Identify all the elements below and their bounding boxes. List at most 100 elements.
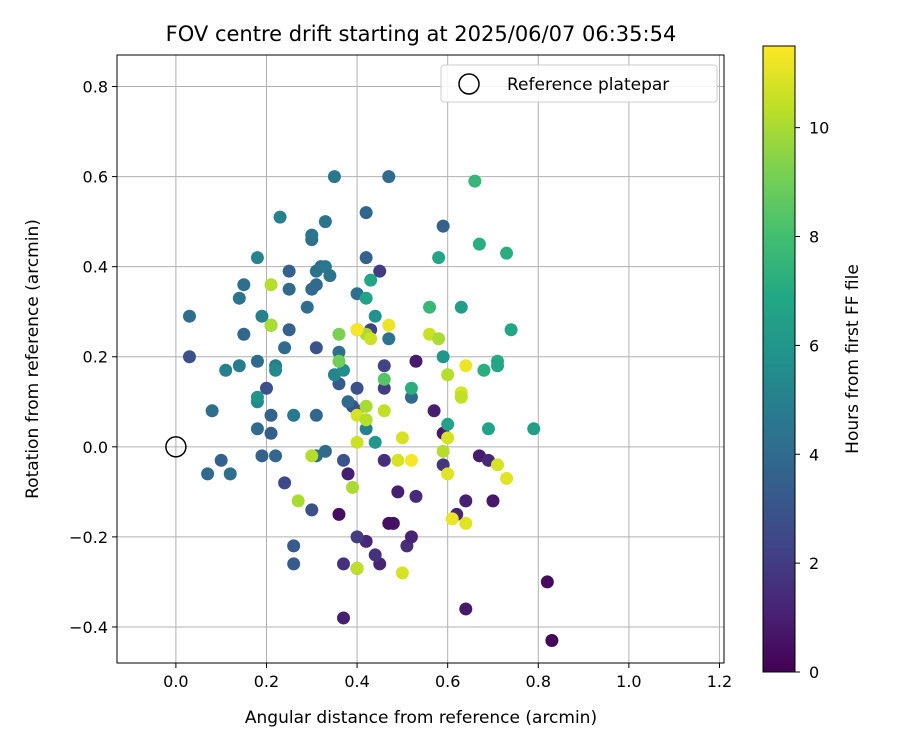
scatter-point [255, 449, 269, 463]
scatter-point [441, 417, 455, 431]
scatter-point [278, 341, 292, 355]
scatter-point [359, 422, 373, 436]
scatter-point [391, 485, 405, 499]
scatter-point [332, 354, 346, 368]
scatter-point [350, 435, 364, 449]
scatter-point [441, 368, 455, 382]
scatter-point [500, 246, 514, 260]
scatter-point [182, 309, 196, 323]
scatter-point [250, 390, 264, 404]
scatter-point [255, 309, 269, 323]
scatter-point [219, 363, 233, 377]
y-tick-label: 0.0 [83, 438, 108, 457]
scatter-point [391, 453, 405, 467]
scatter-point [346, 480, 360, 494]
scatter-point [305, 449, 319, 463]
colorbar-gradient [762, 45, 796, 673]
scatter-point [404, 381, 418, 395]
scatter-point [491, 458, 505, 472]
scatter-point [545, 633, 559, 647]
scatter-point [454, 390, 468, 404]
scatter-point [377, 359, 391, 373]
legend-label-reference-platepar: Reference platepar [507, 75, 669, 95]
scatter-point [404, 390, 418, 404]
data-points [182, 170, 559, 647]
scatter-point [264, 278, 278, 292]
y-tick-label: −0.4 [69, 618, 108, 637]
scatter-point [250, 422, 264, 436]
scatter-point [500, 471, 514, 485]
colorbar-tick-label: 4 [809, 445, 819, 464]
scatter-point [468, 174, 482, 188]
legend-box [440, 64, 718, 103]
scatter-point [491, 359, 505, 373]
colorbar-ticks: 0 2 4 6 8 10 [795, 119, 829, 682]
scatter-point [309, 341, 323, 355]
scatter-point [214, 453, 228, 467]
scatter-point [382, 516, 396, 530]
scatter-point [318, 444, 332, 458]
scatter-point [269, 363, 283, 377]
scatter-point [332, 345, 346, 359]
scatter-point [309, 408, 323, 422]
y-tick-label: 0.6 [83, 168, 108, 187]
scatter-point [327, 170, 341, 184]
scatter-point [459, 516, 473, 530]
scatter-point [382, 332, 396, 346]
x-tick-label: 1.0 [616, 672, 641, 691]
scatter-point [300, 300, 314, 314]
scatter-point [427, 404, 441, 418]
scatter-point [305, 228, 319, 242]
scatter-point [404, 453, 418, 467]
scatter-point [350, 323, 364, 337]
scatter-point [472, 237, 486, 251]
scatter-point [364, 273, 378, 287]
scatter-point [332, 507, 346, 521]
scatter-point [336, 453, 350, 467]
legend-marker-open-circle [458, 73, 480, 95]
scatter-point [368, 435, 382, 449]
y-tick-label: 0.8 [83, 78, 108, 97]
scatter-point [291, 494, 305, 508]
scatter-point [259, 381, 273, 395]
scatter-point [409, 489, 423, 503]
scatter-point [309, 278, 323, 292]
scatter-point [404, 530, 418, 544]
scatter-point [287, 557, 301, 571]
scatter-point [201, 467, 215, 481]
reference-marker [165, 436, 187, 458]
scatter-point [250, 251, 264, 265]
x-axis-ticks: 0.0 0.2 0.4 0.6 0.8 1.0 1.2 [163, 663, 732, 691]
scatter-point [377, 372, 391, 386]
scatter-point [273, 210, 287, 224]
y-tick-label: 0.2 [83, 348, 108, 367]
scatter-point [264, 318, 278, 332]
scatter-point [282, 264, 296, 278]
scatter-point [232, 359, 246, 373]
scatter-point [359, 399, 373, 413]
scatter-point [182, 350, 196, 364]
scatter-point [350, 381, 364, 395]
scatter-point [332, 327, 346, 341]
colorbar-label: Hours from first FF file [843, 264, 863, 454]
scatter-point [481, 422, 495, 436]
scatter-point [278, 476, 292, 490]
x-tick-label: 1.2 [707, 672, 732, 691]
scatter-point [459, 494, 473, 508]
legend: Reference platepar [440, 64, 718, 103]
scatter-point [504, 323, 518, 337]
scatter-point [282, 282, 296, 296]
scatter-point [237, 278, 251, 292]
x-tick-label: 0.2 [254, 672, 279, 691]
scatter-point [250, 354, 264, 368]
scatter-point [377, 404, 391, 418]
x-axis-title: Angular distance from reference (arcmin) [245, 708, 597, 728]
colorbar-tick-label: 10 [809, 119, 829, 138]
scatter-point [368, 309, 382, 323]
scatter-point [454, 300, 468, 314]
scatter-point [409, 354, 423, 368]
reference-platepar-point [165, 436, 187, 458]
scatter-point [287, 408, 301, 422]
scatter-point [423, 300, 437, 314]
scatter-point [359, 291, 373, 305]
